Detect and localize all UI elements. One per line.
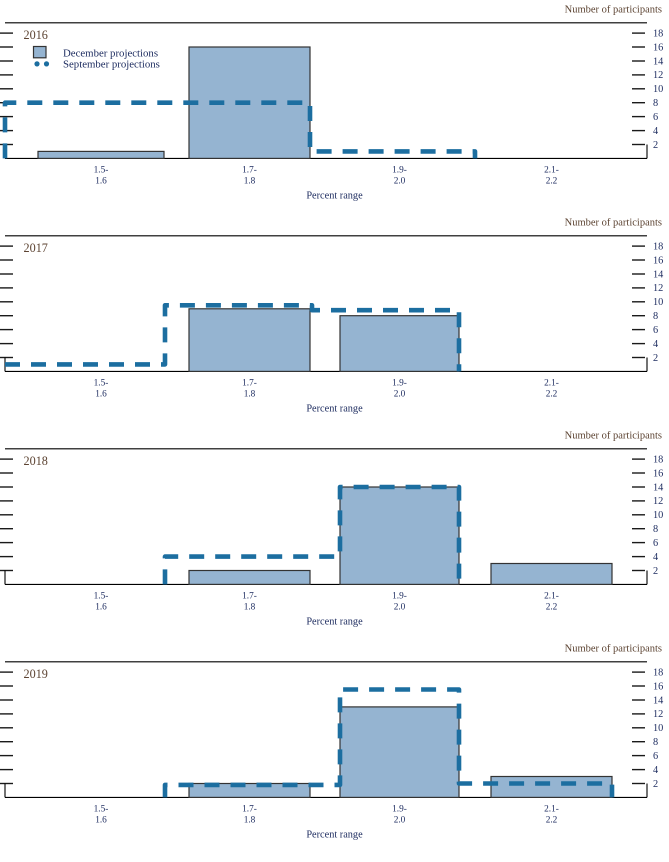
svg-text:6: 6	[653, 751, 658, 762]
svg-text:Percent range: Percent range	[306, 403, 363, 414]
svg-text:14: 14	[653, 269, 663, 280]
svg-text:18: 18	[653, 241, 663, 252]
svg-text:1.5-: 1.5-	[94, 378, 109, 388]
svg-text:Number of participants: Number of participants	[565, 431, 662, 442]
svg-text:10: 10	[653, 297, 663, 308]
svg-text:2.1-: 2.1-	[544, 804, 559, 814]
svg-text:Number of participants: Number of participants	[565, 644, 662, 655]
svg-text:Number of participants: Number of participants	[565, 218, 662, 229]
svg-text:10: 10	[653, 84, 663, 95]
svg-text:14: 14	[653, 482, 663, 493]
svg-text:18: 18	[653, 28, 663, 39]
svg-text:2.2: 2.2	[546, 389, 558, 399]
svg-text:2.1-: 2.1-	[544, 378, 559, 388]
svg-text:2: 2	[653, 779, 658, 790]
svg-text:4: 4	[653, 126, 658, 137]
svg-text:2: 2	[653, 566, 658, 577]
svg-text:2.2: 2.2	[546, 602, 558, 612]
svg-text:14: 14	[653, 56, 663, 67]
svg-text:6: 6	[653, 112, 658, 123]
svg-text:1.7-: 1.7-	[242, 591, 257, 601]
svg-text:2: 2	[653, 140, 658, 151]
svg-text:4: 4	[653, 339, 658, 350]
svg-text:1.5-: 1.5-	[94, 591, 109, 601]
svg-text:8: 8	[653, 98, 658, 109]
svg-text:8: 8	[653, 311, 658, 322]
svg-text:2.0: 2.0	[394, 602, 406, 612]
svg-text:Percent range: Percent range	[306, 829, 363, 840]
svg-text:1.8: 1.8	[244, 176, 256, 186]
svg-text:1.6: 1.6	[95, 176, 107, 186]
svg-text:6: 6	[653, 325, 658, 336]
svg-text:1.5-: 1.5-	[94, 804, 109, 814]
svg-text:1.9-: 1.9-	[392, 165, 407, 175]
svg-text:2.2: 2.2	[546, 815, 558, 825]
svg-text:18: 18	[653, 667, 663, 678]
svg-text:12: 12	[653, 709, 663, 720]
svg-text:1.6: 1.6	[95, 815, 107, 825]
svg-text:6: 6	[653, 538, 658, 549]
svg-text:16: 16	[653, 468, 663, 479]
svg-text:September projections: September projections	[63, 58, 160, 70]
svg-text:8: 8	[653, 524, 658, 535]
svg-text:2.0: 2.0	[394, 815, 406, 825]
svg-text:12: 12	[653, 283, 663, 294]
svg-text:4: 4	[653, 765, 658, 776]
svg-text:Number of participants: Number of participants	[565, 5, 662, 16]
svg-text:1.8: 1.8	[244, 815, 256, 825]
svg-text:Percent range: Percent range	[306, 190, 363, 201]
svg-text:2.1-: 2.1-	[544, 165, 559, 175]
svg-text:2019: 2019	[24, 667, 48, 681]
svg-text:1.9-: 1.9-	[392, 378, 407, 388]
svg-text:8: 8	[653, 737, 658, 748]
svg-text:2017: 2017	[24, 241, 48, 255]
svg-text:10: 10	[653, 510, 663, 521]
svg-text:2.0: 2.0	[394, 176, 406, 186]
svg-text:16: 16	[653, 681, 663, 692]
svg-text:1.5-: 1.5-	[94, 165, 109, 175]
svg-text:2.0: 2.0	[394, 389, 406, 399]
svg-text:16: 16	[653, 255, 663, 266]
svg-text:1.7-: 1.7-	[242, 804, 257, 814]
svg-text:2.2: 2.2	[546, 176, 558, 186]
svg-text:18: 18	[653, 454, 663, 465]
svg-text:14: 14	[653, 695, 663, 706]
svg-text:1.7-: 1.7-	[242, 165, 257, 175]
svg-text:1.9-: 1.9-	[392, 591, 407, 601]
svg-text:2018: 2018	[24, 454, 48, 468]
svg-text:1.8: 1.8	[244, 602, 256, 612]
svg-text:16: 16	[653, 42, 663, 53]
svg-text:1.6: 1.6	[95, 389, 107, 399]
svg-text:12: 12	[653, 70, 663, 81]
svg-text:4: 4	[653, 552, 658, 563]
svg-text:1.8: 1.8	[244, 389, 256, 399]
svg-text:2.1-: 2.1-	[544, 591, 559, 601]
svg-text:1.9-: 1.9-	[392, 804, 407, 814]
svg-text:1.6: 1.6	[95, 602, 107, 612]
svg-text:Percent range: Percent range	[306, 616, 363, 627]
svg-text:10: 10	[653, 723, 663, 734]
svg-text:2016: 2016	[24, 28, 48, 42]
svg-text:1.7-: 1.7-	[242, 378, 257, 388]
svg-text:12: 12	[653, 496, 663, 507]
svg-text:2: 2	[653, 353, 658, 364]
